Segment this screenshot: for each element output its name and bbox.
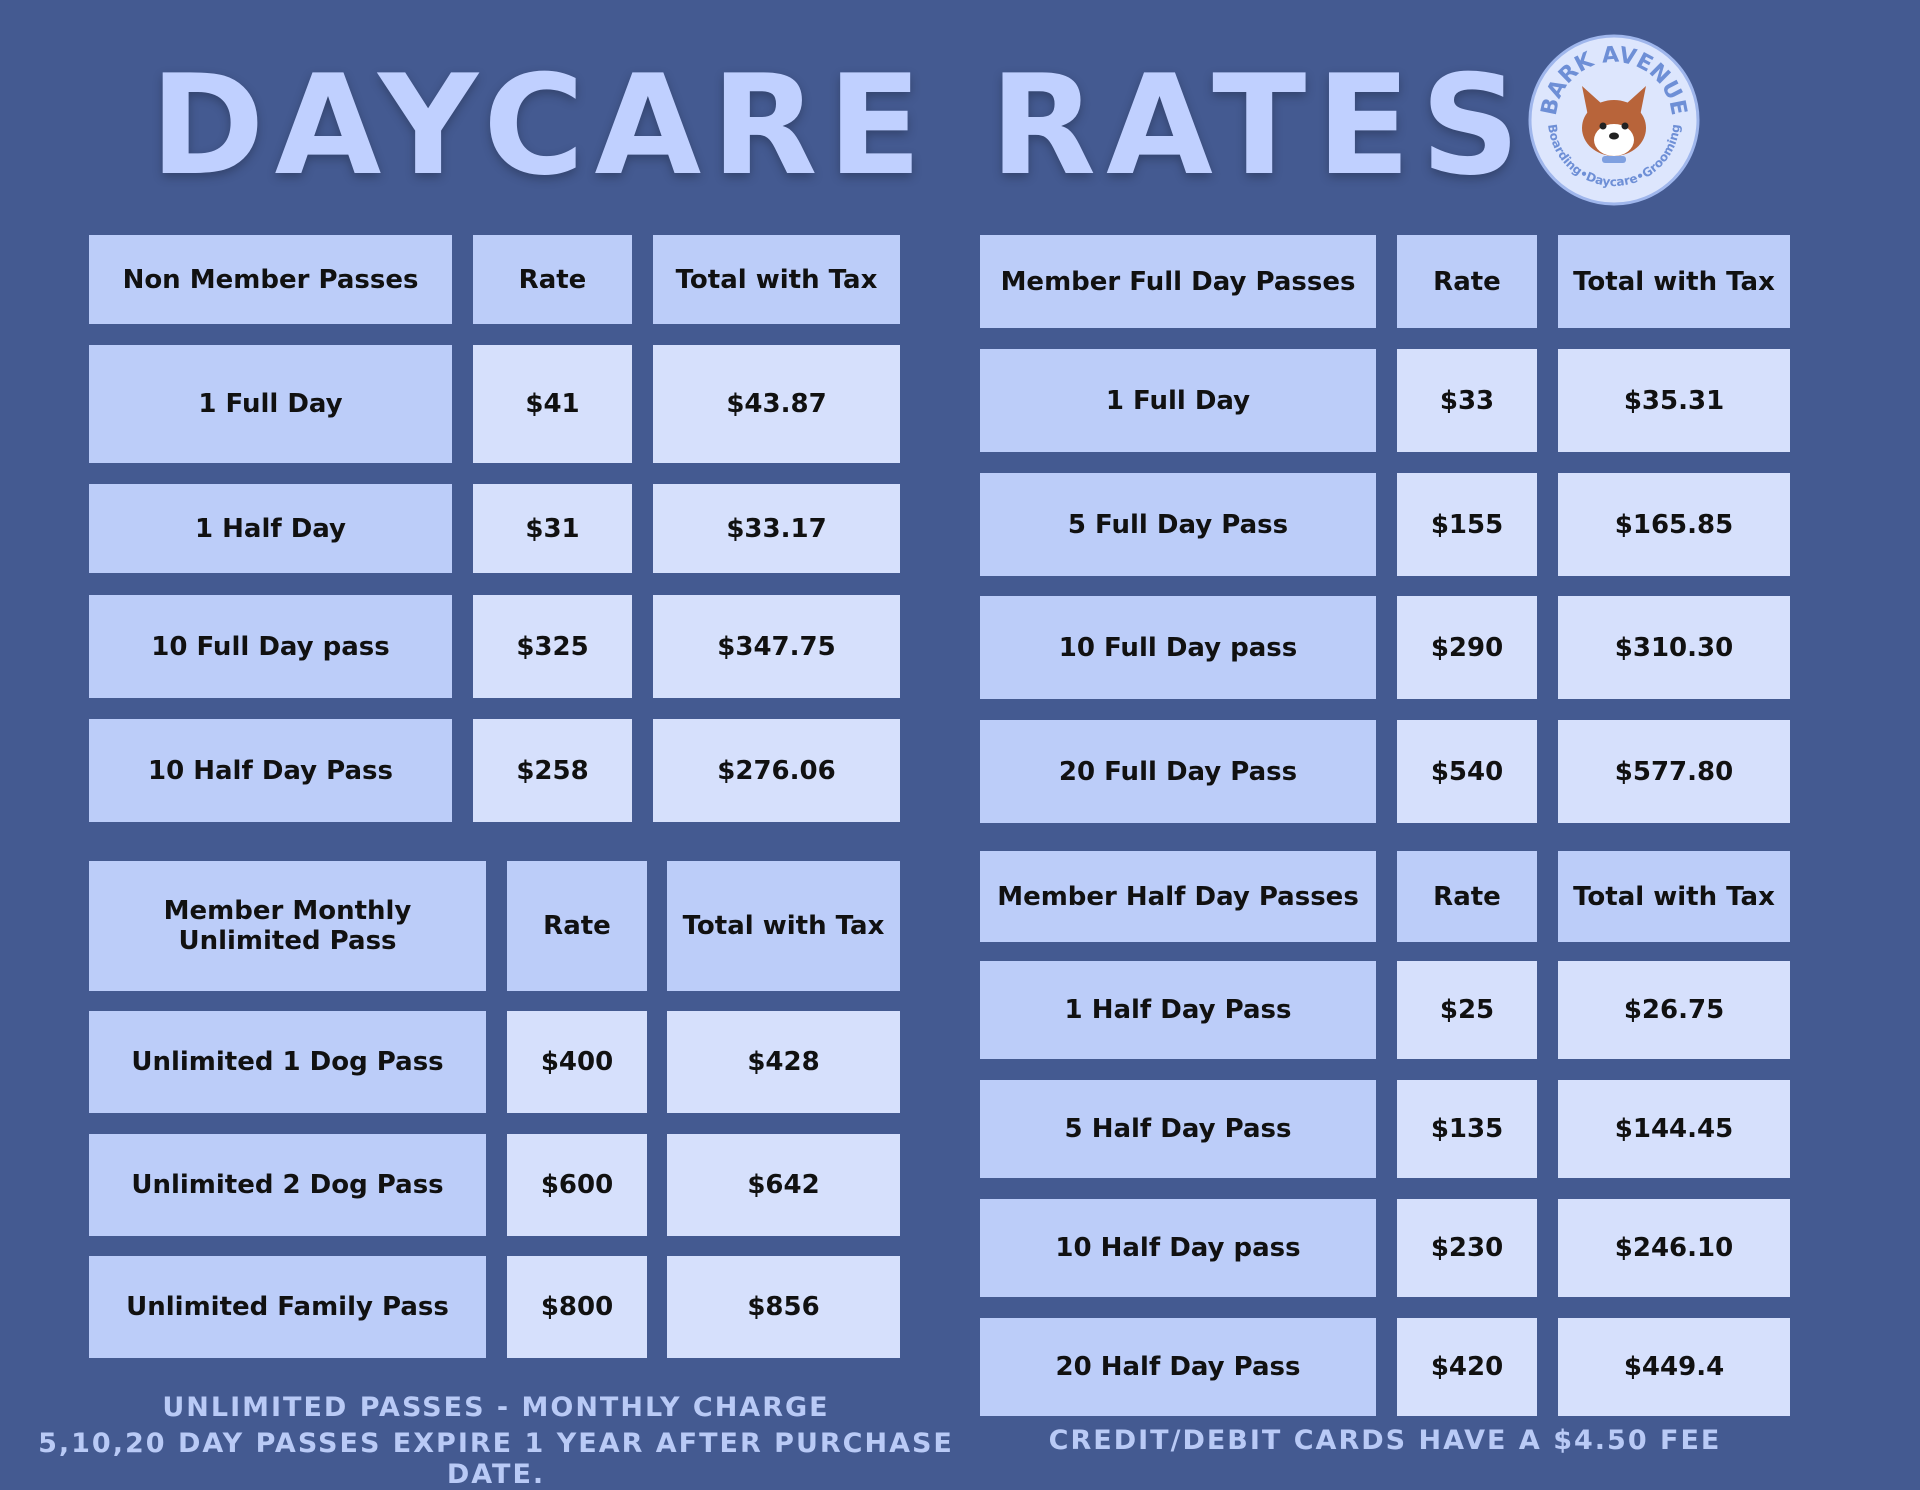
header-cell: Rate <box>507 861 647 991</box>
price-cell: $428 <box>667 1011 900 1113</box>
header-cell: Member Full Day Passes <box>980 235 1376 328</box>
dog-eye <box>1599 122 1607 130</box>
price-cell: $310.30 <box>1558 596 1790 699</box>
header-cell: Total with Tax <box>653 235 900 324</box>
price-cell: $540 <box>1397 720 1537 823</box>
price-cell: $420 <box>1397 1318 1537 1416</box>
dog-muzzle <box>1594 124 1634 156</box>
header-cell: Total with Tax <box>1558 235 1790 328</box>
price-cell: $400 <box>507 1011 647 1113</box>
dog-eye <box>1621 122 1629 130</box>
row-label: 1 Full Day <box>89 345 452 463</box>
price-cell: $347.75 <box>653 595 900 698</box>
row-label: 20 Half Day Pass <box>980 1318 1376 1416</box>
price-cell: $25 <box>1397 961 1537 1059</box>
price-cell: $26.75 <box>1558 961 1790 1059</box>
note: 5,10,20 DAY PASSES EXPIRE 1 YEAR AFTER P… <box>38 1428 954 1490</box>
note: UNLIMITED PASSES - MONTHLY CHARGE <box>162 1392 830 1423</box>
price-cell: $35.31 <box>1558 349 1790 452</box>
header-cell: Member Monthly Unlimited Pass <box>89 861 486 991</box>
price-cell: $258 <box>473 719 632 822</box>
price-cell: $856 <box>667 1256 900 1358</box>
price-cell: $41 <box>473 345 632 463</box>
price-cell: $642 <box>667 1134 900 1236</box>
header-cell: Total with Tax <box>1558 851 1790 942</box>
row-label: 10 Full Day pass <box>89 595 452 698</box>
price-cell: $144.45 <box>1558 1080 1790 1178</box>
title: DAYCARE RATES <box>150 45 1530 206</box>
row-label: 1 Half Day Pass <box>980 961 1376 1059</box>
dog-ears <box>1582 86 1646 116</box>
row-label: 10 Half Day pass <box>980 1199 1376 1297</box>
row-label: Unlimited Family Pass <box>89 1256 486 1358</box>
row-label: 10 Half Day Pass <box>89 719 452 822</box>
price-cell: $33.17 <box>653 484 900 573</box>
price-cell: $449.4 <box>1558 1318 1790 1416</box>
price-cell: $31 <box>473 484 632 573</box>
header-cell: Rate <box>1397 235 1537 328</box>
price-cell: $276.06 <box>653 719 900 822</box>
price-cell: $43.87 <box>653 345 900 463</box>
price-cell: $33 <box>1397 349 1537 452</box>
price-cell: $800 <box>507 1256 647 1358</box>
row-label: 1 Half Day <box>89 484 452 573</box>
row-label: 5 Full Day Pass <box>980 473 1376 576</box>
price-cell: $290 <box>1397 596 1537 699</box>
price-cell: $155 <box>1397 473 1537 576</box>
price-cell: $325 <box>473 595 632 698</box>
row-label: 5 Half Day Pass <box>980 1080 1376 1178</box>
header-cell: Total with Tax <box>667 861 900 991</box>
row-label: 20 Full Day Pass <box>980 720 1376 823</box>
price-cell: $577.80 <box>1558 720 1790 823</box>
header-cell: Rate <box>1397 851 1537 942</box>
header-cell: Non Member Passes <box>89 235 452 324</box>
dog-bow <box>1602 156 1626 163</box>
row-label: 1 Full Day <box>980 349 1376 452</box>
price-cell: $165.85 <box>1558 473 1790 576</box>
row-label: 10 Full Day pass <box>980 596 1376 699</box>
dog-nose <box>1609 132 1619 140</box>
price-cell: $246.10 <box>1558 1199 1790 1297</box>
price-cell: $135 <box>1397 1080 1537 1178</box>
logo: BARK AVENUE Boarding•Daycare•Grooming <box>1528 34 1700 206</box>
row-label: Unlimited 2 Dog Pass <box>89 1134 486 1236</box>
price-cell: $230 <box>1397 1199 1537 1297</box>
note: CREDIT/DEBIT CARDS HAVE A $4.50 FEE <box>1048 1425 1722 1456</box>
row-label: Unlimited 1 Dog Pass <box>89 1011 486 1113</box>
header-cell: Rate <box>473 235 632 324</box>
price-cell: $600 <box>507 1134 647 1236</box>
header-cell: Member Half Day Passes <box>980 851 1376 942</box>
